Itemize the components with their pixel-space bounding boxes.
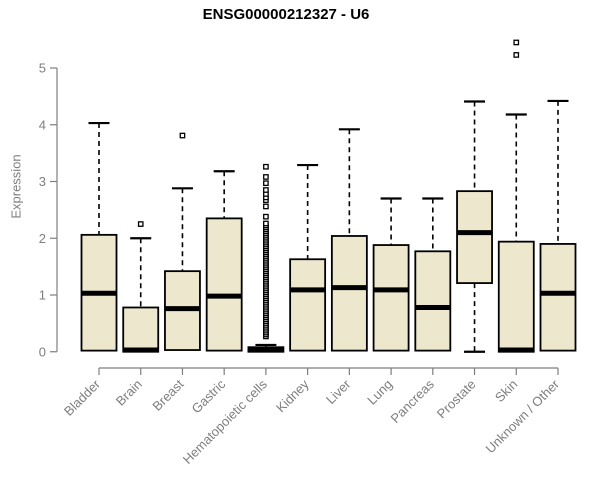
- boxplot-brain: [122, 221, 160, 353]
- boxplot-bladder: [80, 121, 118, 352]
- boxplot-hematopoietic-cells: [247, 163, 285, 353]
- x-tick-label-pancreas: Pancreas: [387, 376, 437, 426]
- outlier-point: [263, 187, 269, 193]
- outlier-point: [263, 213, 269, 220]
- outlier-point: [513, 52, 520, 58]
- x-tick-label-kidney: Kidney: [273, 376, 312, 415]
- boxplot-kidney: [289, 163, 327, 352]
- x-tick-label-gastric: Gastric: [189, 376, 229, 416]
- x-tick-label-liver: Liver: [323, 376, 354, 407]
- outlier-point: [513, 39, 520, 46]
- outlier-point: [263, 180, 269, 187]
- boxplot-pancreas: [414, 197, 452, 352]
- y-tick-label: 2: [39, 231, 46, 246]
- outlier-point: [179, 132, 186, 139]
- x-tick-label-bladder: Bladder: [61, 376, 104, 419]
- x-tick-label-lung: Lung: [364, 377, 395, 408]
- x-tick-label-prostate: Prostate: [434, 377, 479, 422]
- y-axis: 0 1 2 3 4 5: [39, 61, 58, 359]
- chart-title: ENSG00000212327 - U6: [202, 6, 370, 23]
- y-tick-label: 5: [39, 61, 46, 76]
- boxplot-gastric: [205, 170, 243, 352]
- outlier-point: [263, 174, 269, 180]
- boxplot-prostate: [456, 100, 493, 353]
- outlier-point: [263, 203, 269, 210]
- y-tick-label: 1: [39, 288, 46, 303]
- boxplot-unknown-other: [539, 99, 577, 352]
- boxplot-lung: [372, 197, 410, 352]
- outlier-point: [137, 221, 144, 227]
- outlier-point: [263, 220, 269, 227]
- boxplot-breast: [164, 132, 201, 351]
- boxplot-skin: [497, 39, 535, 353]
- boxplot-liver: [330, 128, 368, 352]
- y-tick-label: 3: [39, 174, 46, 189]
- y-tick-label: 0: [39, 344, 46, 359]
- x-tick-label-unknown-other: Unknown / Other: [483, 376, 563, 456]
- x-tick-label-breast: Breast: [149, 376, 186, 413]
- outlier-point: [263, 163, 269, 170]
- x-tick-label-brain: Brain: [113, 377, 145, 409]
- x-tick-label-skin: Skin: [492, 377, 520, 405]
- y-tick-label: 4: [39, 117, 46, 132]
